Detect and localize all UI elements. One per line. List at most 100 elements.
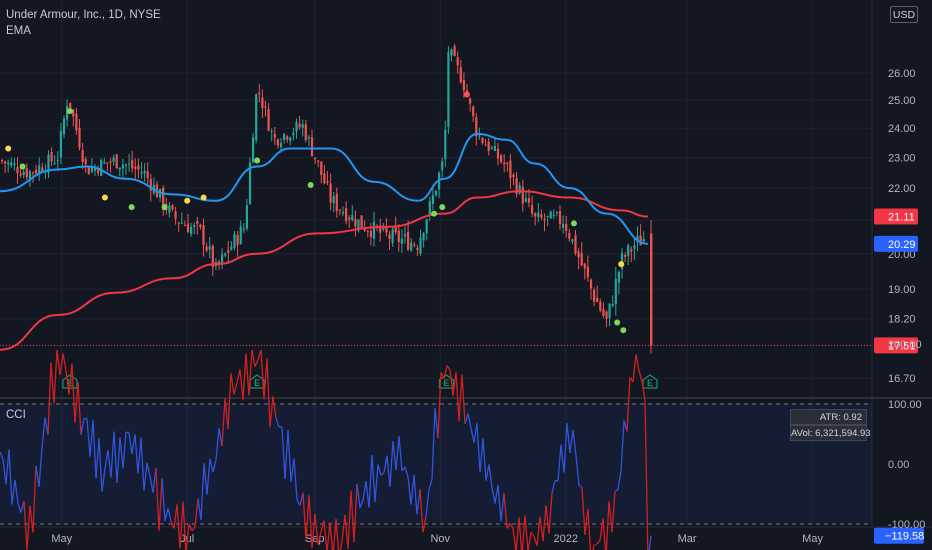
cci-segment [560, 444, 565, 473]
candle-body [307, 137, 310, 139]
cci-segment [221, 398, 226, 447]
cci-segment [134, 434, 139, 474]
cci-segment [592, 545, 595, 550]
cci-segment [497, 485, 502, 521]
candle-body [512, 174, 515, 177]
candle-body [434, 190, 438, 196]
price-tick-label: 19.00 [888, 284, 916, 296]
cci-segment [584, 508, 589, 535]
cci-segment [608, 501, 613, 533]
candle-body [608, 303, 611, 318]
cci-segment [17, 502, 22, 513]
cci-segment [131, 434, 136, 455]
candle-body [481, 138, 484, 144]
cci-badge-label: −119.58 [885, 531, 924, 543]
candle-body [500, 155, 503, 162]
currency-button[interactable]: USD [890, 6, 918, 23]
cci-tick-label: 200.00 [888, 339, 922, 351]
x-tick-label: 2022 [553, 533, 577, 545]
cci-segment [311, 513, 316, 549]
candle-body [289, 137, 292, 141]
candle-body [273, 133, 276, 138]
cci-segment [68, 363, 73, 395]
candle-body [109, 161, 112, 163]
signal-dot [614, 319, 621, 326]
candle-body [317, 160, 320, 162]
ema-slow-line [0, 190, 649, 351]
cci-segment [269, 396, 274, 428]
candle-body [546, 215, 549, 217]
candle-body [286, 136, 289, 140]
price-badge [874, 235, 918, 252]
signal-dot [19, 163, 26, 170]
candle-body [521, 186, 524, 204]
cci-legend[interactable]: CCI [6, 409, 26, 421]
cci-segment [365, 481, 370, 508]
candle-body [252, 137, 255, 163]
candle-body [261, 97, 264, 109]
cci-segment [47, 362, 52, 435]
price-badge-label: 21.11 [888, 212, 915, 224]
cci-segment [74, 382, 79, 423]
candle-body [177, 222, 180, 224]
cci-segment [245, 353, 250, 396]
cci-segment [383, 455, 388, 473]
candle-body [140, 172, 143, 174]
cci-segment [188, 523, 193, 532]
candle-body [515, 178, 518, 194]
candle-body [341, 212, 345, 214]
ema-legend[interactable]: EMA [6, 25, 31, 37]
cci-segment [635, 354, 640, 371]
candle-body [53, 162, 56, 164]
candle-body [41, 167, 44, 172]
cci-segment [416, 489, 421, 515]
cci-segment [461, 374, 466, 424]
signal-dot [200, 194, 207, 201]
cci-segment [194, 498, 199, 527]
signal-dot [431, 210, 438, 217]
candle-body [320, 161, 323, 175]
x-tick-label: May [51, 533, 72, 545]
cci-segment [557, 444, 562, 482]
cci-segment [296, 499, 301, 506]
cci-segment [545, 505, 550, 534]
cci-segment [155, 467, 160, 531]
cci-segment [239, 369, 244, 401]
cci-segment [143, 462, 148, 491]
cci-segment [359, 499, 364, 509]
cci-segment [593, 543, 598, 546]
signal-dot [618, 261, 625, 268]
cci-segment [329, 522, 334, 550]
candle-body [66, 106, 69, 120]
candle-body [239, 226, 242, 245]
cci-segment [581, 487, 586, 535]
cci-segment [533, 536, 538, 547]
cci-segment [524, 515, 529, 550]
cci-segment [539, 516, 544, 541]
candle-body [87, 167, 90, 175]
price-tick-label: 23.00 [888, 152, 916, 164]
candle-body [75, 113, 78, 131]
cci-segment [302, 492, 307, 540]
cci-segment [62, 353, 67, 371]
candle-body [462, 80, 465, 91]
cci-segment [350, 490, 355, 543]
cci-segment [644, 400, 649, 550]
candle-body [518, 185, 521, 194]
cci-segment [407, 476, 412, 505]
candle-body [100, 160, 103, 176]
candle-body [565, 223, 568, 231]
cci-segment [371, 455, 376, 502]
cci-segment [80, 418, 85, 435]
candle-body [112, 157, 115, 162]
price-tick-label: 26.00 [888, 68, 916, 80]
cci-tick-label: 0.00 [888, 459, 909, 471]
cci-segment [491, 486, 496, 504]
cci-segment [587, 508, 592, 550]
cci-segment [377, 464, 382, 476]
cci-segment [527, 531, 532, 550]
cci-segment [272, 396, 277, 418]
candle-body [580, 253, 583, 266]
